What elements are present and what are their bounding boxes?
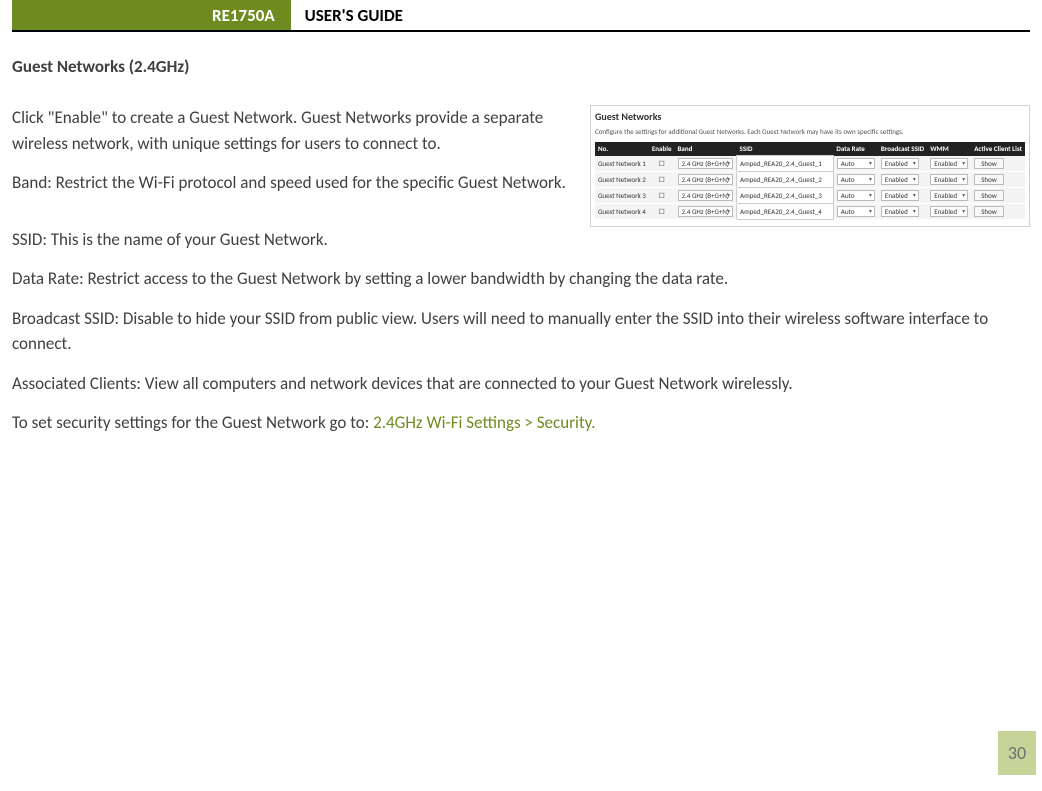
paragraph-broadcast: Broadcast SSID: Disable to hide your SSI… (12, 306, 1030, 357)
col-no: No. (595, 142, 649, 156)
rate-dropdown[interactable]: Auto (833, 156, 878, 172)
enable-checkbox[interactable]: ☐ (649, 203, 675, 219)
header-model: RE1750A (12, 0, 291, 30)
rate-dropdown[interactable]: Auto (833, 187, 878, 203)
wmm-dropdown[interactable]: Enabled (927, 187, 971, 203)
band-dropdown[interactable]: 2.4 GHz (B+G+N) (675, 171, 737, 187)
paragraph-clients: Associated Clients: View all computers a… (12, 371, 1030, 397)
row-no: Guest Network 3 (595, 187, 649, 203)
ssid-input[interactable]: Amped_REA20_2.4_Guest_2 (737, 171, 834, 187)
row-no: Guest Network 4 (595, 203, 649, 219)
page-header: RE1750A USER'S GUIDE (12, 0, 1030, 32)
col-wmm: WMM (927, 142, 971, 156)
band-dropdown[interactable]: 2.4 GHz (B+G+N) (675, 156, 737, 172)
col-band: Band (675, 142, 737, 156)
rate-dropdown[interactable]: Auto (833, 171, 878, 187)
guest-networks-screenshot: Guest Networks Configure the settings fo… (590, 105, 1030, 227)
security-link[interactable]: 2.4GHz Wi-Fi Settings > Security. (373, 412, 595, 433)
show-button[interactable]: Show (971, 171, 1025, 187)
col-clients: Active Client List (971, 142, 1025, 156)
ssid-input[interactable]: Amped_REA20_2.4_Guest_1 (737, 156, 834, 172)
guest-networks-table: No. Enable Band SSID Data Rate Broadcast… (595, 142, 1025, 220)
enable-checkbox[interactable]: ☐ (649, 187, 675, 203)
bcast-dropdown[interactable]: Enabled (878, 171, 927, 187)
show-button[interactable]: Show (971, 156, 1025, 172)
row-no: Guest Network 1 (595, 156, 649, 172)
paragraph-security: To set security settings for the Guest N… (12, 410, 1030, 436)
wmm-dropdown[interactable]: Enabled (927, 203, 971, 219)
col-enable: Enable (649, 142, 675, 156)
bcast-dropdown[interactable]: Enabled (878, 203, 927, 219)
paragraph-ssid: SSID: This is the name of your Guest Net… (12, 227, 1030, 253)
show-button[interactable]: Show (971, 203, 1025, 219)
table-row: Guest Network 2☐2.4 GHz (B+G+N)Amped_REA… (595, 171, 1025, 187)
enable-checkbox[interactable]: ☐ (649, 171, 675, 187)
page-number-badge: 30 (998, 731, 1036, 775)
screenshot-title: Guest Networks (595, 110, 1025, 123)
section-title: Guest Networks (2.4GHz) (12, 56, 1030, 77)
rate-dropdown[interactable]: Auto (833, 203, 878, 219)
screenshot-desc: Configure the settings for additional Gu… (595, 127, 1025, 136)
paragraph-datarate: Data Rate: Restrict access to the Guest … (12, 266, 1030, 292)
ssid-input[interactable]: Amped_REA20_2.4_Guest_4 (737, 203, 834, 219)
security-prefix: To set security settings for the Guest N… (12, 412, 373, 433)
table-row: Guest Network 3☐2.4 GHz (B+G+N)Amped_REA… (595, 187, 1025, 203)
enable-checkbox[interactable]: ☐ (649, 156, 675, 172)
show-button[interactable]: Show (971, 187, 1025, 203)
main-row: Click "Enable" to create a Guest Network… (12, 105, 1030, 227)
col-rate: Data Rate (833, 142, 878, 156)
col-bcast: Broadcast SSID (878, 142, 927, 156)
paragraph-intro: Click "Enable" to create a Guest Network… (12, 105, 572, 156)
paragraph-band: Band: Restrict the Wi-Fi protocol and sp… (12, 170, 572, 196)
page-content: Guest Networks (2.4GHz) Click "Enable" t… (0, 32, 1042, 436)
text-column: Click "Enable" to create a Guest Network… (12, 105, 572, 227)
col-ssid: SSID (737, 142, 834, 156)
band-dropdown[interactable]: 2.4 GHz (B+G+N) (675, 187, 737, 203)
wmm-dropdown[interactable]: Enabled (927, 171, 971, 187)
band-dropdown[interactable]: 2.4 GHz (B+G+N) (675, 203, 737, 219)
table-row: Guest Network 4☐2.4 GHz (B+G+N)Amped_REA… (595, 203, 1025, 219)
bcast-dropdown[interactable]: Enabled (878, 156, 927, 172)
wmm-dropdown[interactable]: Enabled (927, 156, 971, 172)
row-no: Guest Network 2 (595, 171, 649, 187)
header-title: USER'S GUIDE (291, 0, 403, 30)
table-row: Guest Network 1☐2.4 GHz (B+G+N)Amped_REA… (595, 156, 1025, 172)
ssid-input[interactable]: Amped_REA20_2.4_Guest_3 (737, 187, 834, 203)
bcast-dropdown[interactable]: Enabled (878, 187, 927, 203)
